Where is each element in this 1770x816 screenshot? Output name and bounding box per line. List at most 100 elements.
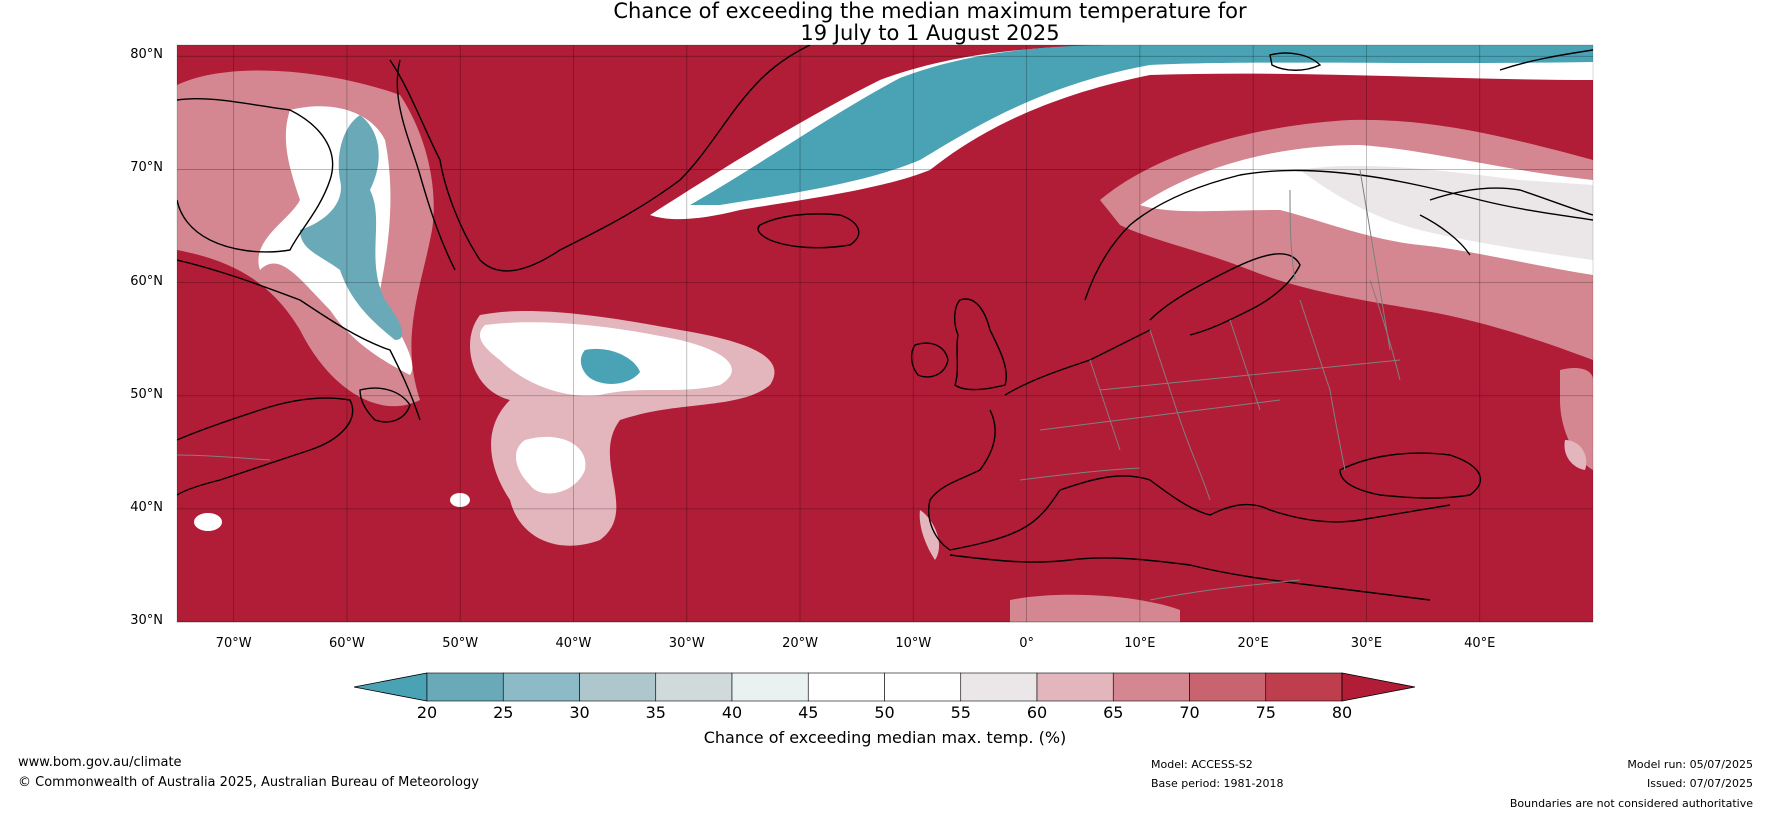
colorbar-tick-label: 20 [416, 703, 438, 722]
border-line-7 [1019, 467, 1141, 481]
colorbar-bin [1265, 672, 1343, 702]
white-sea-coastline [1419, 214, 1471, 256]
longitude-tick-label: 40°W [555, 636, 592, 651]
newfoundland-coastline [359, 387, 411, 423]
ireland-coastline [910, 342, 949, 378]
border-line-5 [1369, 279, 1401, 381]
colorbar-bin [884, 672, 962, 702]
caspian-pale-spot [1564, 440, 1587, 470]
colorbar-tick-label: 55 [950, 703, 971, 722]
model-run-text: Model run: 05/07/2025 [1627, 758, 1753, 771]
latitude-tick-label: 70°N [130, 160, 163, 176]
issued-text: Issued: 07/07/2025 [1646, 777, 1753, 790]
africa-pale-band [1010, 594, 1180, 622]
longitude-tick-label: 0° [1019, 636, 1034, 651]
border-line-11 [1149, 579, 1301, 601]
longitude-tick-label: 50°W [442, 636, 479, 651]
scandinavia-coastline [1084, 169, 1593, 301]
colorbar [353, 672, 1416, 702]
colorbar-low-extension [353, 672, 428, 702]
website-link[interactable]: www.bom.gov.au/climate [18, 755, 182, 770]
border-line-4 [1299, 299, 1346, 471]
border-line-10 [1289, 189, 1296, 281]
coastlines [177, 45, 1593, 601]
colorbar-bin [655, 672, 733, 702]
colorbar-high-extension [1341, 672, 1416, 702]
baffin-island-coastline [177, 97, 334, 253]
longitude-tick-label: 10°E [1124, 636, 1156, 651]
border-line-9 [1359, 169, 1391, 351]
colorbar-tick-label: 30 [569, 703, 590, 722]
longitude-tick-label: 70°W [215, 636, 252, 651]
east-med-pale-band [1560, 368, 1593, 470]
colorbar-label: Chance of exceeding median max. temp. (%… [703, 728, 1067, 747]
atlantic-teal-blob [580, 348, 640, 384]
labrador-coastline [177, 259, 421, 421]
country-borders [177, 169, 1401, 601]
colorbar-bin [1112, 672, 1190, 702]
border-line-2 [1149, 329, 1211, 501]
colorbar-tick-label: 50 [874, 703, 895, 722]
colorbar-tick-label: 35 [645, 703, 666, 722]
map-title-line2: 19 July to 1 August 2025 [800, 21, 1060, 45]
greenland-west-coastline [396, 59, 456, 271]
longitude-tick-label: 60°W [328, 636, 365, 651]
north-america-east-coastline [177, 397, 354, 496]
greenland-coastline [389, 45, 811, 272]
novaya-zemlya-coastline [1499, 49, 1593, 71]
north-africa-coastline [949, 554, 1431, 601]
france-iberia-coastline [928, 409, 1061, 551]
colorbar-tick-label: 65 [1103, 703, 1124, 722]
atlantic-small-white-spot [450, 493, 470, 507]
border-line-6 [1039, 399, 1281, 431]
iceland-coastline [757, 213, 860, 249]
border-line-1 [1089, 359, 1121, 451]
longitude-tick-label: 20°E [1237, 636, 1269, 651]
greenland-sea-teal-band [690, 45, 1593, 205]
boundaries-disclaimer: Boundaries are not considered authoritat… [1509, 797, 1753, 810]
colorbar-bin [502, 672, 580, 702]
svalbard-coastline [1269, 52, 1322, 71]
britain-coastline [953, 298, 1007, 391]
baltic-coastline [1149, 253, 1301, 336]
graticule [177, 45, 1593, 623]
longitude-tick-label: 30°E [1350, 636, 1383, 651]
black-sea-coastline [1339, 452, 1482, 499]
latitude-tick-label: 60°N [130, 273, 163, 289]
latitude-tick-label: 40°N [130, 499, 163, 515]
border-line-3 [1229, 319, 1261, 411]
davis-strait-teal-region [300, 115, 403, 340]
colorbar-tick-label: 60 [1026, 703, 1048, 722]
colorbar-tick-label: 45 [798, 703, 819, 722]
copyright-text: © Commonwealth of Australia 2025, Austra… [18, 775, 479, 790]
atlantic-southern-white-blob [515, 436, 586, 494]
map-frame [176, 44, 1594, 623]
russia-arctic-coastline [1429, 187, 1593, 216]
colorbar-tick-label: 25 [493, 703, 514, 722]
latitude-tick-label: 30°N [130, 613, 163, 628]
colorbar-bin [426, 672, 504, 702]
longitude-tick-label: 40°E [1464, 636, 1496, 651]
colorbar-bin [579, 672, 657, 702]
map-title-line1: Chance of exceeding the median maximum t… [613, 0, 1247, 23]
longitude-tick-label: 30°W [668, 636, 705, 651]
colorbar-tick-label: 40 [721, 703, 743, 722]
base-period-text: Base period: 1981-2018 [1151, 777, 1284, 790]
us-east-coast-white-spot [194, 513, 222, 531]
longitude-tick-label: 20°W [782, 636, 818, 651]
iberia-coast-pale-strip [919, 510, 940, 560]
colorbar-bin [960, 672, 1038, 702]
border-line-12 [177, 454, 271, 461]
longitude-tick-label: 10°W [895, 636, 932, 651]
colorbar-tick-label: 70 [1179, 703, 1200, 722]
colorbar-bin [807, 672, 885, 702]
border-line-8 [1099, 359, 1401, 391]
colorbar-tick-label: 75 [1255, 703, 1276, 722]
colorbar-bin [1189, 672, 1267, 702]
colorbar-bin [1036, 672, 1114, 702]
latitude-tick-label: 80°N [130, 47, 163, 63]
colorbar-bin [731, 672, 809, 702]
latitude-tick-label: 50°N [130, 386, 163, 402]
model-text: Model: ACCESS-S2 [1151, 758, 1253, 771]
